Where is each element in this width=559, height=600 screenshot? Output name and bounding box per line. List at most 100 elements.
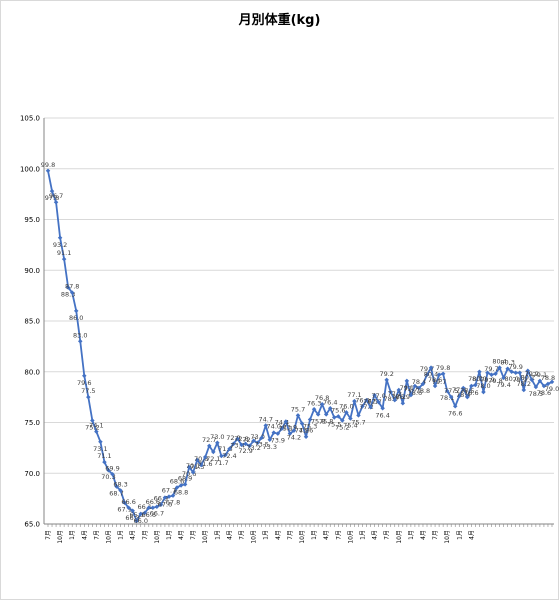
data-label: 80.0 bbox=[472, 375, 486, 383]
data-label: 75.3 bbox=[303, 422, 317, 430]
data-label: 78.8 bbox=[541, 374, 555, 382]
data-label: 73.2 bbox=[246, 444, 260, 452]
data-point bbox=[509, 369, 514, 375]
data-label: 79.7 bbox=[420, 365, 434, 373]
x-tick-label: 1月 bbox=[359, 530, 366, 540]
data-point bbox=[194, 457, 200, 463]
x-tick-label: 7月 bbox=[93, 530, 100, 540]
data-label: 67.6 bbox=[158, 501, 172, 509]
data-label: 73.3 bbox=[263, 443, 277, 451]
data-label: 66.6 bbox=[146, 498, 160, 506]
data-label: 96.7 bbox=[49, 192, 63, 200]
x-tick-label: 7月 bbox=[432, 530, 439, 540]
data-point bbox=[259, 435, 264, 440]
data-label: 66.1 bbox=[138, 503, 152, 511]
data-point bbox=[436, 372, 442, 378]
y-tick-label: 105.0 bbox=[20, 115, 40, 123]
data-label: 68.6 bbox=[170, 477, 184, 485]
data-point bbox=[344, 410, 349, 415]
data-label: 75.6 bbox=[331, 406, 345, 414]
data-point bbox=[549, 379, 555, 385]
data-label: 72.1 bbox=[206, 455, 220, 463]
data-point bbox=[150, 505, 156, 511]
x-tick-label: 4月 bbox=[81, 530, 88, 540]
data-point bbox=[332, 415, 337, 420]
data-label: 78.6 bbox=[408, 389, 422, 397]
data-point bbox=[424, 372, 430, 378]
data-label: 72.9 bbox=[226, 434, 240, 442]
x-tick-label: 7月 bbox=[142, 530, 149, 540]
x-tick-label: 1月 bbox=[408, 530, 415, 540]
data-label: 74.1 bbox=[89, 422, 103, 430]
data-point bbox=[420, 381, 426, 387]
data-label: 73.9 bbox=[271, 437, 285, 445]
data-point bbox=[82, 373, 87, 379]
data-label: 77.5 bbox=[81, 387, 95, 395]
data-point bbox=[61, 256, 67, 262]
data-label: 79.8 bbox=[488, 377, 502, 385]
x-tick-label: 4月 bbox=[130, 530, 137, 540]
data-point bbox=[513, 370, 518, 376]
data-point bbox=[146, 505, 152, 511]
data-label: 79.7 bbox=[484, 365, 498, 373]
data-label: 76.4 bbox=[323, 398, 337, 406]
data-label: 79.9 bbox=[480, 376, 494, 384]
data-label: 68.7 bbox=[109, 489, 123, 497]
chart-title: 月別体重(kg) bbox=[238, 13, 321, 28]
data-point bbox=[440, 371, 446, 377]
data-label: 78.6 bbox=[428, 376, 442, 384]
data-point bbox=[408, 392, 414, 398]
data-point bbox=[489, 372, 494, 378]
data-label: 83.0 bbox=[73, 331, 87, 339]
data-label: 76.6 bbox=[448, 409, 462, 417]
data-label: 86.0 bbox=[69, 314, 83, 322]
data-point bbox=[388, 389, 393, 395]
data-label: 71.6 bbox=[198, 460, 212, 468]
y-tick-label: 90.0 bbox=[24, 267, 40, 275]
x-tick-label: 7月 bbox=[287, 530, 294, 540]
data-point bbox=[400, 400, 406, 406]
y-tick-label: 85.0 bbox=[24, 318, 40, 326]
data-label: 75.5 bbox=[327, 420, 341, 428]
data-label: 66.6 bbox=[142, 511, 156, 519]
data-point bbox=[263, 423, 268, 428]
data-label: 78.0 bbox=[476, 382, 490, 390]
x-tick-label: 10月 bbox=[57, 530, 64, 544]
x-tick-label: 7月 bbox=[239, 530, 246, 540]
x-tick-label: 4月 bbox=[420, 530, 427, 540]
data-point bbox=[255, 440, 260, 446]
data-label: 77.7 bbox=[367, 398, 381, 406]
data-label: 76.4 bbox=[375, 411, 389, 419]
data-point bbox=[340, 418, 345, 423]
data-point bbox=[126, 505, 131, 511]
data-label: 70.6 bbox=[182, 470, 196, 478]
data-label: 72.4 bbox=[222, 452, 236, 460]
data-point bbox=[477, 369, 482, 375]
data-point bbox=[53, 199, 59, 205]
data-label: 78.4 bbox=[456, 391, 470, 399]
data-point bbox=[541, 383, 547, 389]
data-label: 79.2 bbox=[525, 370, 539, 378]
y-tick-label: 70.0 bbox=[24, 470, 40, 478]
data-label: 68.8 bbox=[174, 488, 188, 496]
data-label: 76.3 bbox=[307, 399, 321, 407]
x-tick-label: 10月 bbox=[202, 530, 209, 544]
data-label: 93.2 bbox=[53, 241, 67, 249]
data-point bbox=[49, 188, 55, 194]
data-label: 68.3 bbox=[113, 481, 127, 489]
data-label: 72.8 bbox=[234, 435, 248, 443]
data-label: 79.8 bbox=[436, 364, 450, 372]
data-label: 76.6 bbox=[355, 396, 369, 404]
data-label: 67.7 bbox=[162, 487, 176, 495]
data-label: 72.7 bbox=[242, 436, 256, 444]
data-label: 91.1 bbox=[57, 249, 71, 257]
data-label: 71.8 bbox=[218, 445, 232, 453]
data-point bbox=[287, 431, 293, 436]
data-point bbox=[545, 381, 551, 387]
data-label: 74.0 bbox=[267, 423, 281, 431]
data-label: 74.9 bbox=[295, 427, 309, 435]
data-point bbox=[336, 414, 341, 419]
data-label: 80.3 bbox=[500, 359, 514, 367]
data-label: 66.6 bbox=[121, 498, 135, 506]
data-label: 80.4 bbox=[424, 371, 438, 379]
